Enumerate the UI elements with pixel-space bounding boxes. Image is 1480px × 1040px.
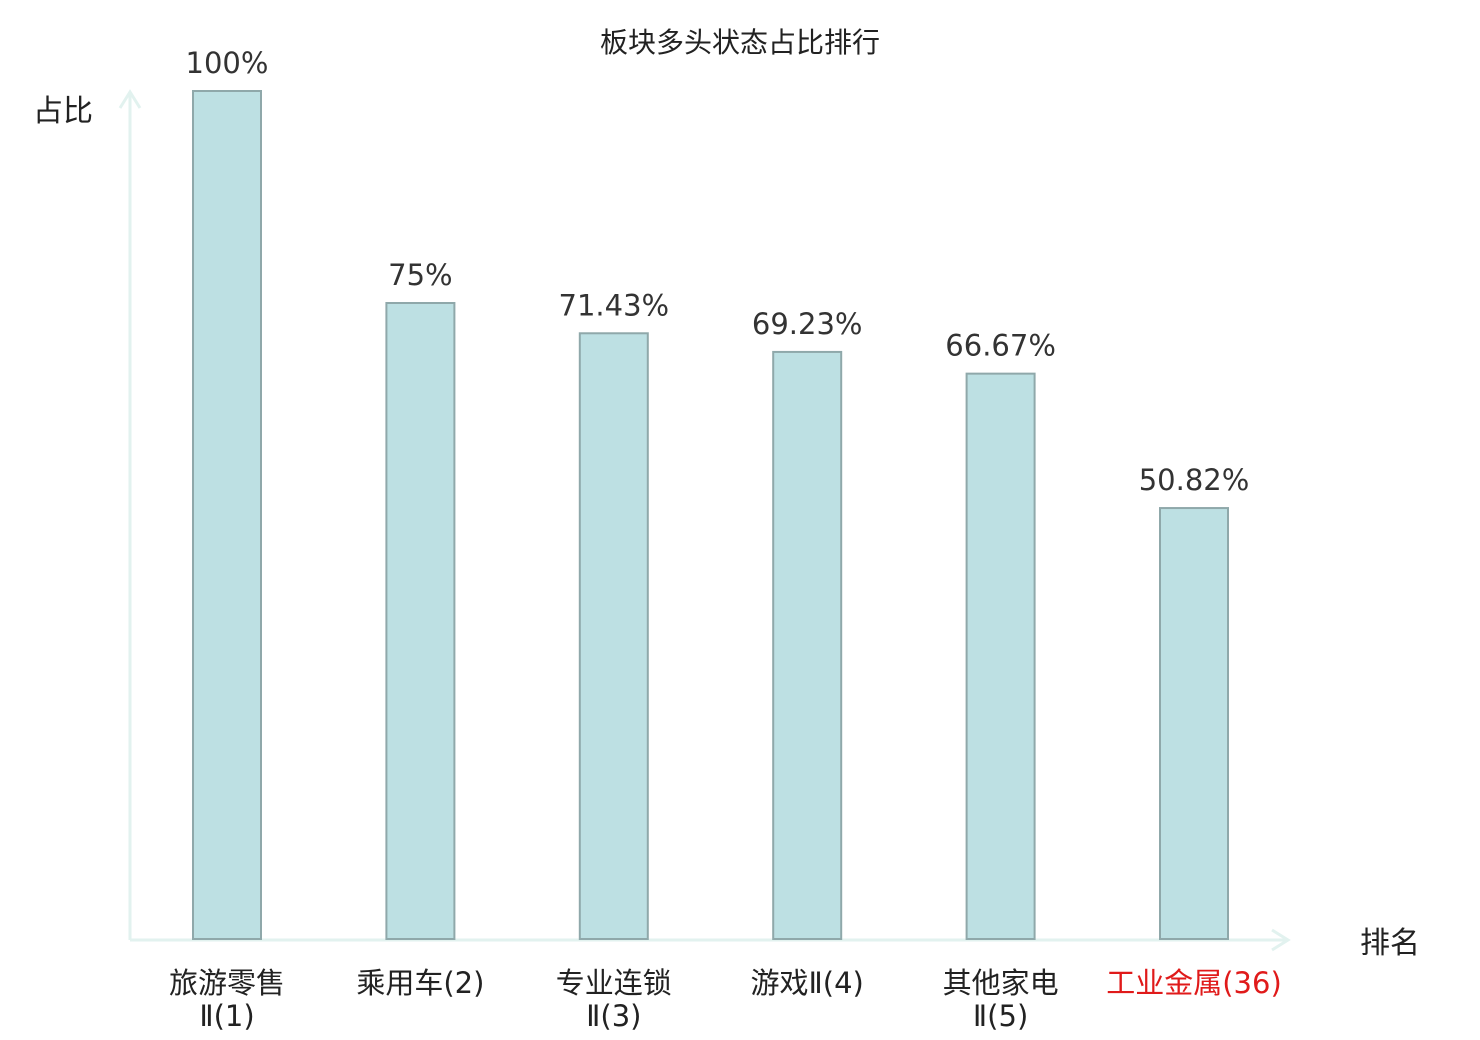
bar-6 (1159, 507, 1229, 940)
category-label-5: 其他家电 (943, 966, 1059, 1000)
chart-title: 板块多头状态占比排行 (600, 26, 880, 59)
category-label-2: 乘用车(2) (356, 966, 484, 1000)
value-label-1: 100% (186, 46, 269, 80)
value-label-6: 50.82% (1139, 463, 1250, 497)
category-label-1: 旅游零售 (169, 966, 285, 1000)
bar-3 (578, 332, 649, 940)
bars-group (192, 90, 1229, 940)
bar-2 (385, 302, 456, 940)
y-axis-label: 占比 (33, 94, 93, 129)
x-axis-label: 排名 (1360, 926, 1420, 961)
bar-5 (965, 372, 1036, 940)
value-label-2: 75% (388, 258, 452, 292)
value-label-3: 71.43% (559, 288, 670, 322)
bar-1 (192, 90, 262, 940)
y-axis (118, 89, 142, 940)
category-label-5-line2: Ⅱ(5) (973, 999, 1028, 1033)
category-label-3: 专业连锁 (556, 966, 672, 1000)
value-labels-group: 100% 75% 71.43% 69.23% 66.67% 50.82% (186, 46, 1250, 497)
category-label-1-line2: Ⅱ(1) (199, 999, 254, 1033)
value-label-5: 66.67% (945, 329, 1056, 363)
category-label-3-line2: Ⅱ(3) (586, 999, 641, 1033)
value-label-4: 69.23% (752, 307, 863, 341)
bar-4 (772, 350, 843, 940)
category-label-4: 游戏Ⅱ(4) (751, 966, 864, 1000)
category-label-6: 工业金属(36) (1106, 966, 1282, 1000)
x-axis (130, 928, 1291, 952)
